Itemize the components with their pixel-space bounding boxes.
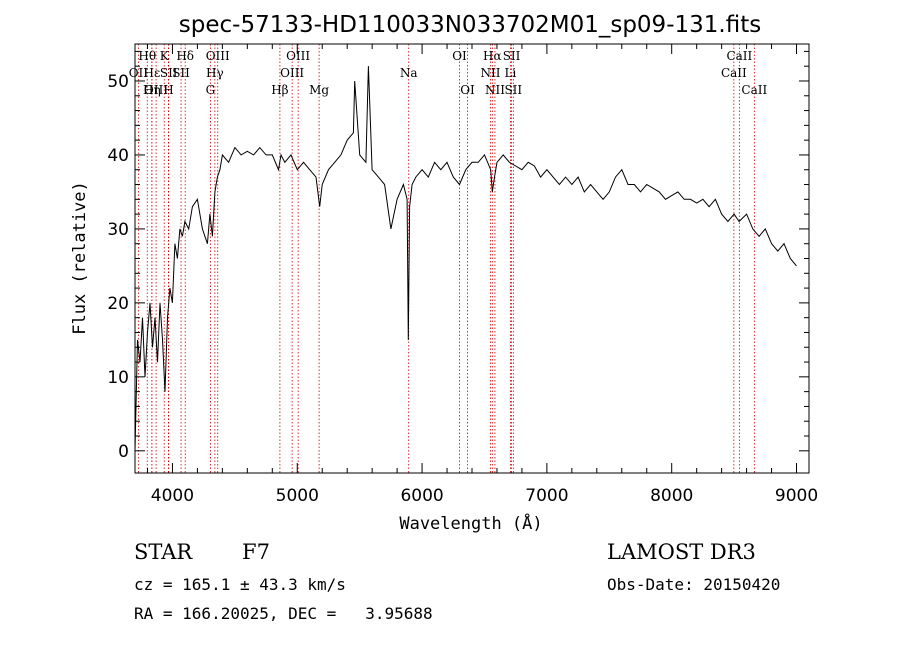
y-tick-label-2: 20 — [107, 294, 129, 314]
line-label-3: Hη — [143, 83, 161, 97]
subclass: F7 — [242, 540, 270, 564]
line-label-11: Hγ — [206, 66, 224, 80]
line-label-13: OIII — [286, 49, 310, 63]
line-label-27: CaII — [721, 66, 747, 80]
y-axis-label: Flux (relative) — [70, 181, 90, 335]
line-label-25: SII — [504, 83, 522, 97]
line-label-17: Na — [400, 66, 418, 80]
line-label-15: Hβ — [271, 83, 288, 97]
redshift-text: cz = 165.1 ± 43.3 km/s — [134, 575, 346, 594]
line-label-1: Hε — [144, 66, 161, 80]
line-label-28: CaII — [741, 83, 767, 97]
y-tick-label-1: 10 — [107, 368, 129, 388]
line-label-14: OIII — [280, 66, 304, 80]
x-tick-label-4: 8000 — [650, 486, 693, 506]
coordinates: RA = 166.20025, DEC = 3.95688 — [134, 604, 433, 623]
line-label-6: SII — [160, 66, 178, 80]
line-label-9: SII — [172, 66, 190, 80]
line-label-8: Hδ — [176, 49, 194, 63]
spectrum-line-0 — [134, 66, 797, 451]
x-tick-label-3: 7000 — [525, 486, 568, 506]
chart-title: spec-57133-HD110033N033702M01_sp09-131.f… — [179, 12, 761, 38]
line-label-26: CaII — [726, 49, 752, 63]
line-label-21: NII — [480, 66, 500, 80]
x-tick-label-2: 6000 — [400, 486, 443, 506]
line-label-18: OI — [452, 49, 467, 63]
line-label-19: OI — [460, 83, 475, 97]
line-label-5: K — [160, 49, 170, 63]
line-label-16: Mg — [309, 83, 329, 97]
survey-name: LAMOST DR3 — [607, 540, 756, 564]
y-tick-label-0: 0 — [118, 442, 129, 462]
x-tick-label-0: 4000 — [151, 486, 194, 506]
line-label-24: Li — [505, 66, 517, 80]
x-tick-label-5: 9000 — [775, 486, 818, 506]
x-axis-label: Wavelength (Å) — [399, 512, 542, 534]
line-label-23: SII — [503, 49, 521, 63]
line-label-10: OIII — [206, 49, 230, 63]
line-label-4: OIII — [144, 83, 168, 97]
line-label-22: NII — [485, 83, 505, 97]
plot-frame — [134, 43, 810, 474]
x-tick-label-1: 5000 — [276, 486, 319, 506]
line-label-12: G — [206, 83, 216, 97]
object-type: STAR — [134, 540, 193, 564]
line-label-20: Hα — [483, 49, 502, 63]
line-label-7: H — [163, 83, 173, 97]
y-tick-label-4: 40 — [107, 146, 129, 166]
y-tick-label-3: 30 — [107, 220, 129, 240]
obs-date: Obs-Date: 20150420 — [607, 575, 781, 594]
line-label-2: OII — [129, 66, 149, 80]
line-label-0: Hθ — [138, 49, 156, 63]
y-tick-label-5: 50 — [107, 72, 129, 92]
